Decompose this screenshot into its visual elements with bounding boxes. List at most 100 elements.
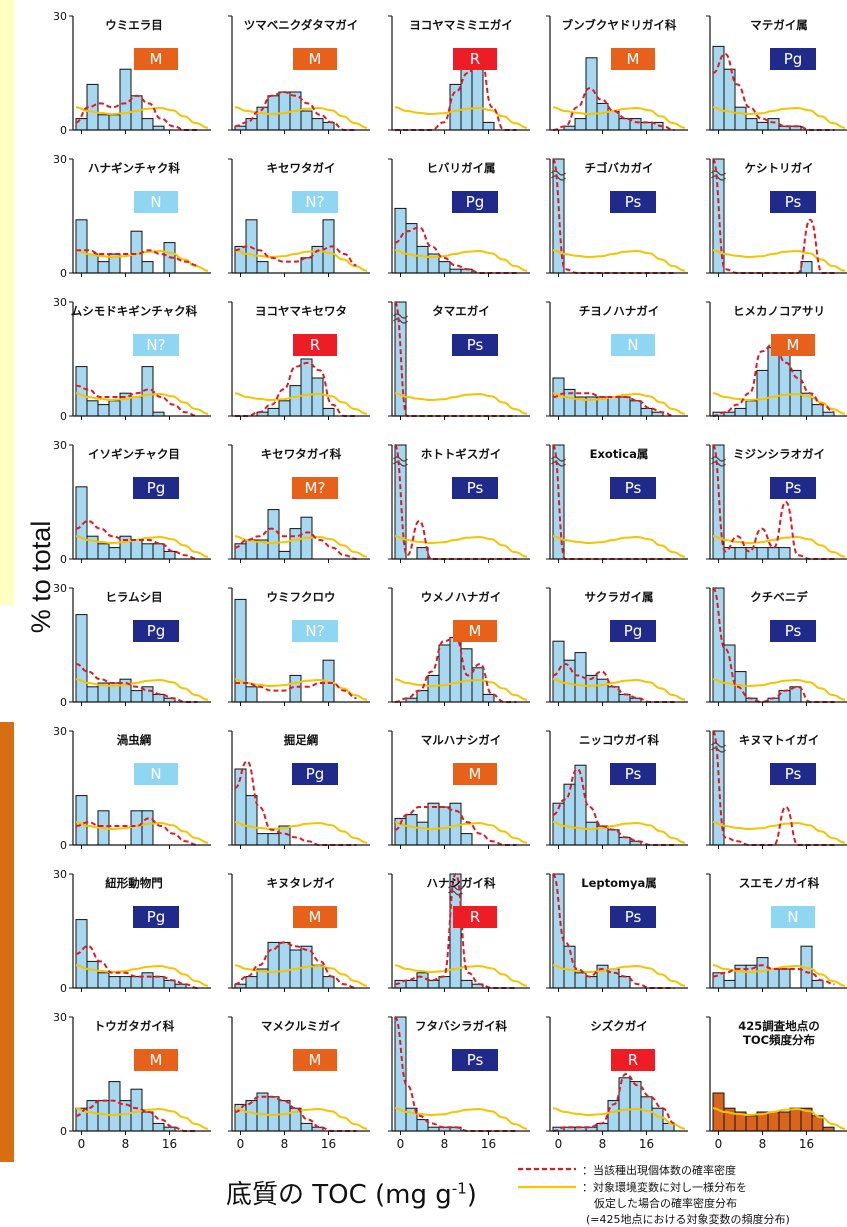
panel-title: チゴバカガイ xyxy=(585,161,654,175)
guild-badge xyxy=(293,906,337,928)
y-tick-label: 0 xyxy=(60,267,67,280)
bar xyxy=(734,106,747,131)
bar xyxy=(640,407,653,417)
bar xyxy=(86,960,99,989)
bar xyxy=(767,547,780,560)
bar xyxy=(163,550,176,560)
panel-title: キセワタガイ科 xyxy=(261,447,342,461)
uniform-density-line xyxy=(234,106,368,129)
guild-badge-label: Pg xyxy=(147,622,166,640)
species-density-line xyxy=(234,941,357,989)
guild-badge xyxy=(453,48,497,70)
bar xyxy=(300,1122,313,1132)
panel: チヨノハナガイ N xyxy=(546,301,688,420)
bar xyxy=(745,118,758,131)
panel: 0 30 紐形動物門 Pg xyxy=(53,868,211,995)
guild-badge-label: Pg xyxy=(784,50,803,68)
bar xyxy=(482,121,495,131)
uniform-density-line xyxy=(712,678,846,701)
panel-title: ヒメカノコアサリ xyxy=(733,304,825,318)
species-density-line xyxy=(75,384,198,417)
uniform-density-line xyxy=(75,678,209,701)
bar xyxy=(75,219,88,274)
panel-title: マメクルミガイ xyxy=(261,1019,341,1033)
uniform-density-line xyxy=(394,821,528,844)
axis-break-icon xyxy=(393,313,408,324)
x-tick-label: 0 xyxy=(555,1137,563,1151)
bar xyxy=(734,547,747,560)
axis-break-icon xyxy=(711,742,726,753)
panel-title: マテガイ属 xyxy=(750,18,808,32)
panel-title: スエモノガイ科 xyxy=(739,876,820,890)
bar xyxy=(289,385,302,417)
bar xyxy=(596,102,609,131)
uniform-density-line xyxy=(552,1107,686,1130)
bar xyxy=(130,95,143,131)
legend-swatches xyxy=(518,1167,576,1189)
bar xyxy=(394,207,407,274)
bar xyxy=(97,261,110,274)
bar xyxy=(438,976,451,989)
uniform-density-line xyxy=(234,821,368,844)
guild-badge-label: M xyxy=(150,1051,163,1069)
uniform-density-line xyxy=(234,964,368,987)
bar xyxy=(811,404,824,417)
bar xyxy=(152,1122,165,1132)
panel-title: ミジンシラオガイ xyxy=(733,447,825,461)
species-density-line xyxy=(234,361,357,417)
y-tick-label: 0 xyxy=(60,410,67,423)
guild-badge-label: Ps xyxy=(785,622,802,640)
guild-badge-label: R xyxy=(470,50,480,68)
panel-title: ムシモドキギンチャク科 xyxy=(71,304,198,318)
x-axis-label-main: 底質の TOC (mg g xyxy=(226,1180,452,1210)
bar xyxy=(405,814,418,846)
uniform-density-line xyxy=(75,106,209,129)
guild-badge xyxy=(452,334,498,356)
guild-badge-label: M? xyxy=(305,479,326,497)
bar xyxy=(596,678,609,703)
x-tick-label: 16 xyxy=(481,1137,496,1151)
y-tick-label: 0 xyxy=(60,839,67,852)
panel-title: サクラガイ属 xyxy=(585,590,654,604)
uniform-density-line xyxy=(75,535,209,558)
bar xyxy=(278,1100,291,1132)
panel: マルハナシガイ M xyxy=(388,730,530,849)
bar xyxy=(86,400,99,417)
guild-badge xyxy=(293,48,337,70)
bar xyxy=(108,400,121,417)
bar xyxy=(585,821,598,846)
bar xyxy=(311,377,324,417)
guild-badge-label: Pg xyxy=(466,193,485,211)
bar xyxy=(574,972,587,989)
panel: クチベニデ Ps xyxy=(706,587,847,706)
species-density-line xyxy=(552,662,675,703)
bar xyxy=(108,547,121,560)
bar xyxy=(756,547,769,560)
panel: ツマベニクダタマガイ M xyxy=(228,15,370,134)
bar xyxy=(596,1122,609,1132)
panel-title: TOC頻度分布 xyxy=(743,1033,816,1047)
axis-break-icon xyxy=(551,170,566,181)
bar xyxy=(119,68,132,131)
guild-badge-label: N? xyxy=(305,193,324,211)
guild-badge-label: Ps xyxy=(467,479,484,497)
panel-title: 425調査地点の xyxy=(738,1019,820,1033)
bar xyxy=(767,347,780,417)
y-tick-label: 30 xyxy=(53,582,67,595)
guild-badge xyxy=(134,763,178,785)
bar xyxy=(141,261,154,274)
bar xyxy=(97,404,110,417)
panel: 0 30 ムシモドキギンチャク科 N? xyxy=(53,296,211,423)
bar xyxy=(574,764,587,846)
bar xyxy=(97,114,110,131)
guild-badge xyxy=(771,906,815,928)
bar xyxy=(607,396,620,417)
guild-badge-label: M xyxy=(787,336,800,354)
bar xyxy=(563,659,576,703)
legend-red-text: ：当該種出現個体数の確率密度 xyxy=(582,1164,736,1177)
panel-title: ウミフクロウ xyxy=(267,590,336,604)
uniform-density-line xyxy=(712,249,846,272)
y-tick-label: 0 xyxy=(60,124,67,137)
panel: 0 8 16 シズクガイ R xyxy=(546,1016,688,1151)
